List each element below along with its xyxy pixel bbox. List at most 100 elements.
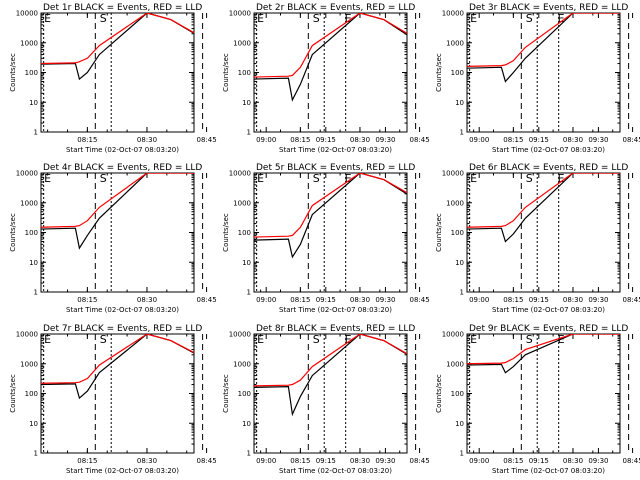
- x-tick-label: 08:15: [290, 296, 310, 304]
- x-tick-label: 09:15: [529, 457, 549, 465]
- chart-title: Det 8r BLACK = Events, RED = LLD: [256, 324, 415, 334]
- plot-frame: [253, 12, 408, 133]
- series-line-events: [254, 13, 407, 102]
- series-line-lld: [254, 173, 407, 238]
- series-group: [467, 13, 620, 83]
- x-tick-label: 09:30: [588, 136, 608, 144]
- event-marker-label: S: [313, 172, 320, 185]
- x-tick-label: 08:30: [350, 457, 370, 465]
- x-tick-label: 09:15: [316, 457, 336, 465]
- event-marker-label: S: [100, 333, 107, 346]
- event-marker-label: E: [470, 172, 477, 185]
- y-tick-label: 1000: [233, 39, 251, 47]
- x-tick-label: 09:15: [529, 296, 549, 304]
- y-tick-label: 1000: [446, 39, 464, 47]
- y-tick-label: 10: [29, 259, 38, 267]
- series-line-events: [254, 173, 407, 259]
- chart-title: Det 1r BLACK = Events, RED = LLD: [43, 3, 202, 13]
- series-line-lld: [467, 334, 620, 365]
- event-marker-label: E: [257, 333, 264, 346]
- event-marker-label: E: [345, 172, 352, 185]
- chart-panel-2: Det 2r BLACK = Events, RED = LLD11010010…: [222, 3, 609, 154]
- x-tick-label: 09:00: [256, 136, 276, 144]
- x-tick-label: 09:15: [316, 296, 336, 304]
- series-line-events: [467, 13, 620, 83]
- x-tick-label: 08:15: [77, 136, 97, 144]
- y-tick-label: 10000: [442, 10, 464, 18]
- y-tick-label: 1: [460, 129, 464, 137]
- x-tick-label: 09:00: [469, 136, 489, 144]
- x-tick-label: 09:00: [469, 457, 489, 465]
- x-tick-label: 08:45: [196, 296, 216, 304]
- x-axis-label: Start Time (02-Oct-07 08:03:20): [492, 467, 605, 475]
- chart-panel-7: Det 7r BLACK = Events, RED = LLD 1 10 100 10…: [9, 324, 396, 475]
- y-tick-label: 1: [247, 289, 251, 297]
- series-group: [41, 13, 194, 81]
- event-marker-label: E: [257, 172, 264, 185]
- y-axis-label: Counts/sec: [9, 374, 17, 413]
- chart-title: Det 5r BLACK = Events, RED = LLD: [256, 163, 415, 173]
- y-tick-label: 1000: [233, 199, 251, 207]
- series-line-lld: [254, 13, 407, 78]
- series-group: [41, 173, 194, 250]
- x-tick-label: 09:30: [588, 296, 608, 304]
- y-tick-label: 100: [25, 390, 38, 398]
- x-tick-label: 08:45: [196, 136, 216, 144]
- event-marker-label: E: [558, 172, 565, 185]
- y-tick-label: 10: [455, 420, 464, 428]
- series-line-events: [467, 334, 620, 374]
- event-marker-label: E: [44, 333, 51, 346]
- y-axis-label: Counts/sec: [222, 53, 230, 92]
- event-marker-label: S: [100, 12, 107, 25]
- y-tick-label: 100: [451, 229, 464, 237]
- series-group: [467, 173, 620, 243]
- x-axis-label: Start Time (02-Oct-07 08:03:20): [279, 306, 392, 314]
- plot-frame: [40, 12, 195, 133]
- series-line-events: [41, 334, 194, 400]
- x-tick-label: 08:30: [350, 136, 370, 144]
- y-tick-label: 10000: [16, 331, 38, 339]
- event-marker-label: S: [526, 172, 533, 185]
- x-axis-label: Start Time (02-Oct-07 08:03:20): [492, 146, 605, 154]
- chart-panel-1: Det 1r BLACK = Events, RED = LLD11010010…: [9, 3, 396, 154]
- series-line-lld: [467, 13, 620, 67]
- y-tick-label: 10000: [442, 331, 464, 339]
- y-tick-label: 1000: [233, 360, 251, 368]
- series-group: [467, 334, 620, 374]
- chart-panel-6: Det 6r BLACK = Events, RED = LLD 1 10 100 10…: [435, 163, 640, 314]
- series-group: [254, 13, 407, 102]
- x-tick-label: 08:15: [503, 136, 523, 144]
- x-tick-label: 08:15: [290, 136, 310, 144]
- y-tick-label: 10000: [229, 331, 251, 339]
- y-tick-label: 1000: [20, 39, 38, 47]
- x-axis-label: Start Time (02-Oct-07 08:03:20): [66, 467, 179, 475]
- series-line-lld: [41, 173, 194, 228]
- x-tick-label: 08:15: [77, 457, 97, 465]
- series-line-events: [41, 13, 194, 81]
- x-tick-label: 09:00: [256, 457, 276, 465]
- plot-frame: [466, 333, 621, 454]
- chart-title: Det 2r BLACK = Events, RED = LLD: [256, 3, 415, 13]
- series-line-lld: [41, 13, 194, 65]
- y-tick-label: 10: [242, 259, 251, 267]
- x-tick-label: 08:30: [350, 296, 370, 304]
- plot-frame: [466, 172, 621, 293]
- y-tick-label: 100: [25, 229, 38, 237]
- series-line-events: [254, 334, 407, 417]
- x-tick-label: 08:30: [563, 136, 583, 144]
- plot-frame: [40, 172, 195, 293]
- y-tick-label: 100: [238, 390, 251, 398]
- chart-title: Det 7r BLACK = Events, RED = LLD: [43, 324, 202, 334]
- y-tick-label: 1: [247, 450, 251, 458]
- x-tick-label: 09:30: [375, 457, 395, 465]
- chart-title: Det 3r BLACK = Events, RED = LLD: [469, 3, 628, 13]
- event-marker-label: S: [313, 333, 320, 346]
- event-marker-label: E: [558, 12, 565, 25]
- chart-title: Det 4r BLACK = Events, RED = LLD: [43, 163, 202, 173]
- x-tick-label: 08:30: [137, 136, 157, 144]
- plot-frame: [466, 12, 621, 133]
- y-tick-label: 10: [242, 420, 251, 428]
- x-tick-label: 08:15: [503, 457, 523, 465]
- x-tick-label: 09:15: [529, 136, 549, 144]
- x-tick-label: 09:15: [316, 136, 336, 144]
